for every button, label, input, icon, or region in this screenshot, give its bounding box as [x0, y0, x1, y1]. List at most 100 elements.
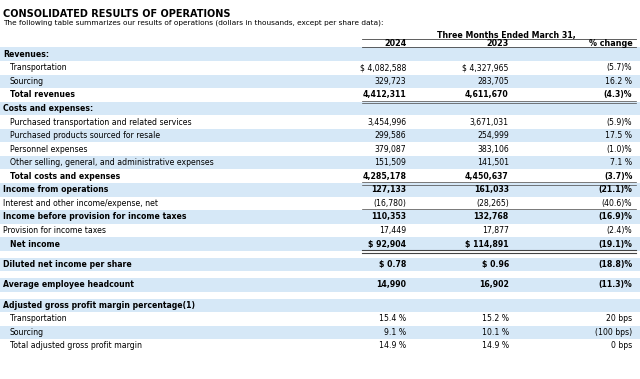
Text: 17,877: 17,877 [482, 226, 509, 235]
FancyBboxPatch shape [0, 312, 640, 326]
FancyBboxPatch shape [0, 75, 640, 88]
Text: Three Months Ended March 31,: Three Months Ended March 31, [437, 31, 576, 40]
Text: Purchased transportation and related services: Purchased transportation and related ser… [10, 117, 191, 127]
Text: Transportation: Transportation [10, 314, 66, 323]
Text: Sourcing: Sourcing [10, 328, 44, 337]
Text: Income from operations: Income from operations [3, 185, 109, 194]
Text: 379,087: 379,087 [375, 145, 406, 153]
Text: 14.9 %: 14.9 % [380, 341, 406, 351]
Text: (19.1)%: (19.1)% [598, 240, 632, 249]
Text: 151,509: 151,509 [374, 158, 406, 167]
Text: Other selling, general, and administrative expenses: Other selling, general, and administrati… [10, 158, 213, 167]
Text: Diluted net income per share: Diluted net income per share [3, 260, 132, 269]
Text: (40.6)%: (40.6)% [602, 199, 632, 208]
Text: $ 0.96: $ 0.96 [481, 260, 509, 269]
FancyBboxPatch shape [0, 292, 640, 299]
Text: (11.3)%: (11.3)% [598, 280, 632, 290]
Text: (16.9)%: (16.9)% [598, 213, 632, 221]
Text: 15.4 %: 15.4 % [380, 314, 406, 323]
FancyBboxPatch shape [0, 129, 640, 143]
Text: (100 bps): (100 bps) [595, 328, 632, 337]
Text: 141,501: 141,501 [477, 158, 509, 167]
Text: $ 114,891: $ 114,891 [465, 240, 509, 249]
Text: (5.7)%: (5.7)% [607, 63, 632, 72]
Text: Revenues:: Revenues: [3, 50, 49, 59]
Text: 4,412,311: 4,412,311 [363, 90, 406, 99]
Text: 4,611,670: 4,611,670 [465, 90, 509, 99]
Text: % change: % change [589, 39, 632, 49]
Text: $ 4,082,588: $ 4,082,588 [360, 63, 406, 72]
Text: 3,454,996: 3,454,996 [367, 117, 406, 127]
FancyBboxPatch shape [0, 102, 640, 115]
FancyBboxPatch shape [0, 197, 640, 210]
Text: 161,033: 161,033 [474, 185, 509, 194]
Text: Total costs and expenses: Total costs and expenses [10, 172, 120, 181]
FancyBboxPatch shape [0, 237, 640, 251]
FancyBboxPatch shape [0, 88, 640, 102]
Text: 283,705: 283,705 [477, 77, 509, 86]
Text: (2.4)%: (2.4)% [607, 226, 632, 235]
FancyBboxPatch shape [0, 224, 640, 237]
FancyBboxPatch shape [0, 271, 640, 278]
Text: Purchased products sourced for resale: Purchased products sourced for resale [10, 131, 160, 140]
Text: Average employee headcount: Average employee headcount [3, 280, 134, 290]
Text: $ 0.78: $ 0.78 [379, 260, 406, 269]
Text: 383,106: 383,106 [477, 145, 509, 153]
FancyBboxPatch shape [0, 115, 640, 129]
Text: 14,990: 14,990 [376, 280, 406, 290]
Text: Interest and other income/expense, net: Interest and other income/expense, net [3, 199, 158, 208]
Text: (21.1)%: (21.1)% [598, 185, 632, 194]
Text: (1.0)%: (1.0)% [607, 145, 632, 153]
FancyBboxPatch shape [0, 299, 640, 312]
FancyBboxPatch shape [0, 169, 640, 183]
FancyBboxPatch shape [0, 278, 640, 292]
Text: 3,671,031: 3,671,031 [470, 117, 509, 127]
FancyBboxPatch shape [0, 326, 640, 339]
Text: 17.5 %: 17.5 % [605, 131, 632, 140]
Text: 0 bps: 0 bps [611, 341, 632, 351]
Text: 14.9 %: 14.9 % [482, 341, 509, 351]
Text: 10.1 %: 10.1 % [482, 328, 509, 337]
Text: Costs and expenses:: Costs and expenses: [3, 104, 93, 113]
Text: Total revenues: Total revenues [10, 90, 75, 99]
Text: (16,780): (16,780) [374, 199, 406, 208]
Text: 7.1 %: 7.1 % [610, 158, 632, 167]
Text: 329,723: 329,723 [375, 77, 406, 86]
Text: Income before provision for income taxes: Income before provision for income taxes [3, 213, 187, 221]
Text: 15.2 %: 15.2 % [482, 314, 509, 323]
Text: 127,133: 127,133 [371, 185, 406, 194]
Text: Provision for income taxes: Provision for income taxes [3, 226, 106, 235]
Text: $ 4,327,965: $ 4,327,965 [463, 63, 509, 72]
Text: 4,285,178: 4,285,178 [362, 172, 406, 181]
Text: 299,586: 299,586 [375, 131, 406, 140]
Text: 2024: 2024 [384, 39, 406, 49]
FancyBboxPatch shape [0, 156, 640, 169]
Text: 132,768: 132,768 [474, 213, 509, 221]
Text: Sourcing: Sourcing [10, 77, 44, 86]
FancyBboxPatch shape [0, 210, 640, 224]
FancyBboxPatch shape [0, 339, 640, 353]
Text: 4,450,637: 4,450,637 [465, 172, 509, 181]
Text: The following table summarizes our results of operations (dollars in thousands, : The following table summarizes our resul… [3, 20, 384, 26]
Text: (28,265): (28,265) [476, 199, 509, 208]
FancyBboxPatch shape [0, 251, 640, 258]
Text: 16.2 %: 16.2 % [605, 77, 632, 86]
Text: (3.7)%: (3.7)% [604, 172, 632, 181]
Text: 20 bps: 20 bps [606, 314, 632, 323]
Text: 254,999: 254,999 [477, 131, 509, 140]
Text: 17,449: 17,449 [380, 226, 406, 235]
Text: 110,353: 110,353 [371, 213, 406, 221]
Text: Transportation: Transportation [10, 63, 66, 72]
FancyBboxPatch shape [0, 47, 640, 61]
Text: 2023: 2023 [486, 39, 509, 49]
Text: Adjusted gross profit margin percentage(1): Adjusted gross profit margin percentage(… [3, 301, 195, 310]
Text: 9.1 %: 9.1 % [384, 328, 406, 337]
Text: CONSOLIDATED RESULTS OF OPERATIONS: CONSOLIDATED RESULTS OF OPERATIONS [3, 9, 230, 19]
Text: Personnel expenses: Personnel expenses [10, 145, 87, 153]
Text: $ 92,904: $ 92,904 [368, 240, 406, 249]
FancyBboxPatch shape [0, 143, 640, 156]
Text: Net income: Net income [10, 240, 60, 249]
FancyBboxPatch shape [0, 61, 640, 75]
Text: 16,902: 16,902 [479, 280, 509, 290]
Text: Total adjusted gross profit margin: Total adjusted gross profit margin [10, 341, 141, 351]
